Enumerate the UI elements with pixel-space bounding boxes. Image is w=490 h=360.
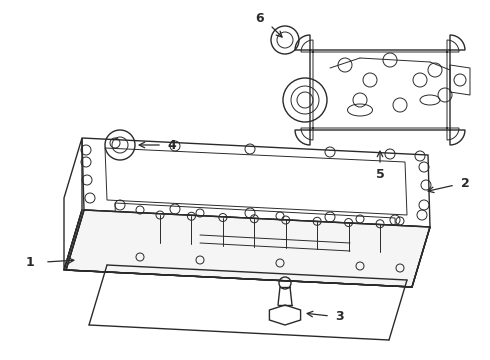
Text: 2: 2 <box>461 176 469 189</box>
Text: 5: 5 <box>376 167 384 180</box>
Text: 1: 1 <box>25 256 34 269</box>
Text: 6: 6 <box>256 12 264 24</box>
Text: 4: 4 <box>168 139 176 152</box>
Text: 3: 3 <box>336 310 344 323</box>
Polygon shape <box>66 210 430 287</box>
